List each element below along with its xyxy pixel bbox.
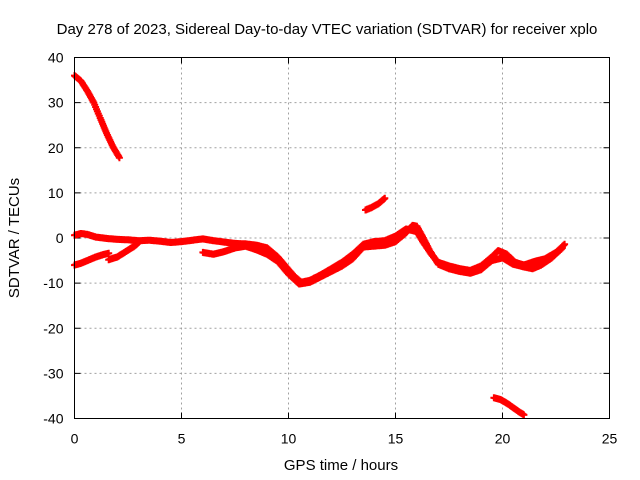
x-tick-label: 5 xyxy=(178,431,186,447)
y-tick-label: 0 xyxy=(56,230,64,246)
series-arc-main-lower xyxy=(199,221,566,288)
x-tick-labels: 0 5 10 15 20 25 xyxy=(71,431,618,447)
y-tick-label: -10 xyxy=(43,275,63,291)
y-axis-label: SDTVAR / TECUs xyxy=(6,178,23,298)
y-tick-label: -40 xyxy=(43,411,63,427)
data-point-markers xyxy=(362,194,389,214)
x-tick-label: 15 xyxy=(388,431,404,447)
x-axis-label: GPS time / hours xyxy=(284,457,398,474)
chart-title: Day 278 of 2023, Sidereal Day-to-day VTE… xyxy=(57,21,598,38)
y-tick-label: -20 xyxy=(43,320,63,336)
x-tick-label: 20 xyxy=(495,431,511,447)
data-point-markers xyxy=(199,221,566,288)
x-tick-label: 10 xyxy=(281,431,297,447)
y-tick-labels: -40 -30 -20 -10 0 10 20 30 40 xyxy=(43,50,63,427)
series-arc-small-positive xyxy=(362,194,389,214)
y-tick-label: 40 xyxy=(48,50,64,66)
data-point-markers xyxy=(105,239,143,264)
y-tick-label: -30 xyxy=(43,365,63,381)
y-tick-label: 30 xyxy=(48,95,64,111)
data-point-markers xyxy=(490,394,528,419)
plot-frame xyxy=(74,57,610,419)
data-points xyxy=(71,72,569,419)
x-tick-label: 0 xyxy=(71,431,79,447)
x-tick-label: 25 xyxy=(602,431,618,447)
y-tick-label: 10 xyxy=(48,185,64,201)
series-arc-low-negative xyxy=(490,394,528,419)
series-arc-early-mid xyxy=(105,239,143,264)
grid-lines xyxy=(74,57,610,419)
y-tick-label: 20 xyxy=(48,140,64,156)
